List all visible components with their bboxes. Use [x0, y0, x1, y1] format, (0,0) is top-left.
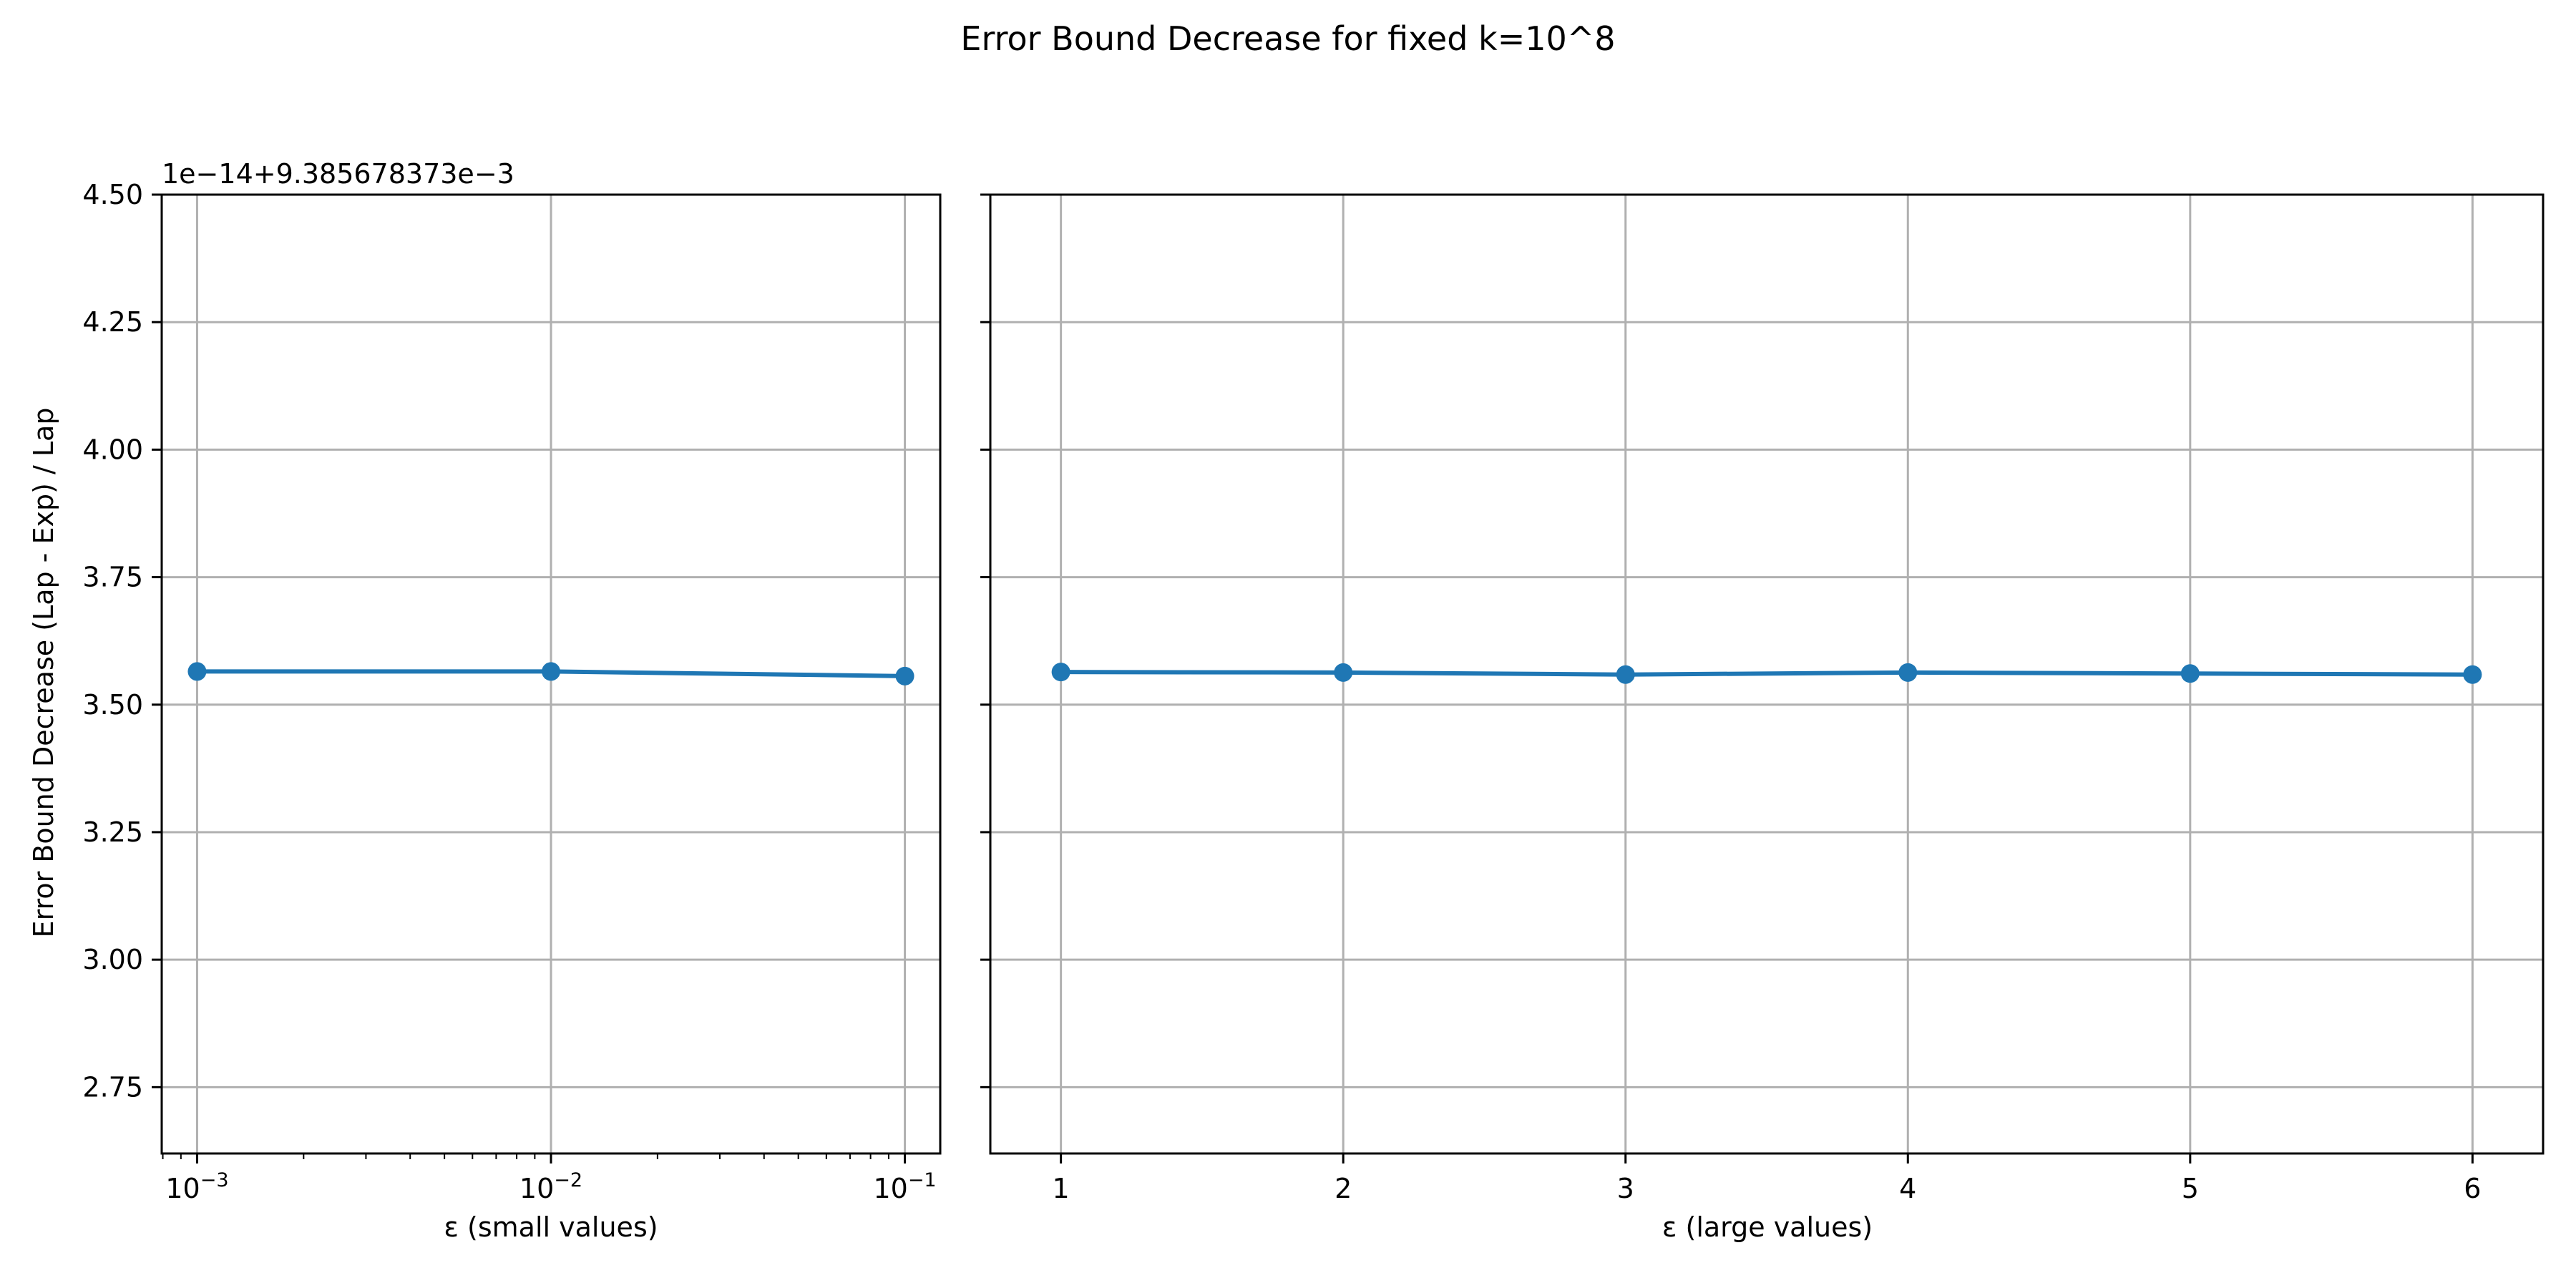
- right-series-line: [1051, 663, 2482, 684]
- right-x-axis-label: ε (large values): [1662, 1211, 1873, 1243]
- right-series-path: [1060, 670, 2473, 677]
- figure-title: Error Bound Decrease for fixed k=10^8: [960, 19, 1615, 58]
- right-x-tick-label: 3: [1617, 1173, 1634, 1204]
- right-plot-frame: [989, 193, 2545, 1155]
- right-data-point: [1334, 663, 1353, 682]
- right-x-tick-label: 5: [2182, 1173, 2199, 1204]
- y-tick-label: 3.00: [82, 944, 143, 975]
- y-axis-label: Error Bound Decrease (Lap - Exp) / Lap: [28, 408, 59, 938]
- right-x-tick-label: 4: [1899, 1173, 1916, 1204]
- left-axes: 2.75 3.00 3.25 3.50 3.75 4.00 4.25 4.50 10−3 10−2…: [82, 179, 942, 1204]
- left-data-point: [895, 666, 914, 686]
- y-tick-label: 3.75: [82, 562, 143, 593]
- y-tick-label: 3.25: [82, 816, 143, 848]
- y-tick-label: 4.50: [82, 179, 143, 210]
- right-data-point: [2180, 664, 2200, 683]
- left-x-axis-label: ε (small values): [444, 1211, 658, 1243]
- left-series-line: [187, 662, 914, 686]
- right-data-point: [1051, 663, 1070, 682]
- left-subplot: 2.75 3.00 3.25 3.50 3.75 4.00 4.25 4.50 10−3 10−2…: [28, 158, 942, 1243]
- right-x-tick-label: 2: [1335, 1173, 1352, 1204]
- left-data-point: [542, 662, 560, 681]
- right-x-tick-label: 6: [2464, 1173, 2481, 1204]
- y-tick-label: 3.50: [82, 689, 143, 721]
- right-subplot: 1 2 3 4 5 6 ε (large values): [980, 193, 2545, 1243]
- left-x-tick-label: 10−3: [165, 1169, 228, 1204]
- left-data-point: [187, 662, 207, 681]
- right-x-tick-label: 1: [1053, 1173, 1070, 1204]
- y-tick-label: 2.75: [82, 1071, 143, 1103]
- right-data-point: [2463, 665, 2482, 684]
- left-plot-frame: [160, 193, 942, 1155]
- left-x-tick-label: 10−2: [519, 1169, 582, 1204]
- y-tick-label: 4.00: [82, 434, 143, 465]
- y-tick-label: 4.25: [82, 306, 143, 338]
- left-x-tick-label: 10−1: [873, 1169, 936, 1204]
- right-axes: 1 2 3 4 5 6: [980, 193, 2545, 1204]
- y-offset-text: 1e−14+9.385678373e−3: [162, 158, 514, 190]
- right-data-point: [1898, 663, 1918, 682]
- right-data-point: [1616, 665, 1635, 684]
